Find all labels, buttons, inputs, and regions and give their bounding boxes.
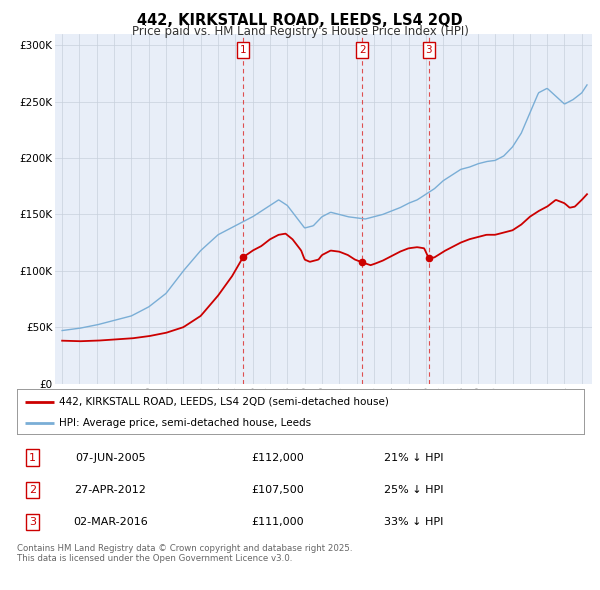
Text: 442, KIRKSTALL ROAD, LEEDS, LS4 2QD: 442, KIRKSTALL ROAD, LEEDS, LS4 2QD (137, 13, 463, 28)
Text: 07-JUN-2005: 07-JUN-2005 (75, 453, 146, 463)
Text: £112,000: £112,000 (251, 453, 304, 463)
Text: 2: 2 (359, 45, 365, 55)
Text: £111,000: £111,000 (251, 517, 304, 527)
Text: £107,500: £107,500 (251, 485, 304, 494)
Text: 27-APR-2012: 27-APR-2012 (74, 485, 146, 494)
Text: 25% ↓ HPI: 25% ↓ HPI (384, 485, 443, 494)
Text: 442, KIRKSTALL ROAD, LEEDS, LS4 2QD (semi-detached house): 442, KIRKSTALL ROAD, LEEDS, LS4 2QD (sem… (59, 397, 389, 407)
Text: 2: 2 (29, 485, 36, 494)
Text: 33% ↓ HPI: 33% ↓ HPI (384, 517, 443, 527)
Text: 1: 1 (29, 453, 36, 463)
Text: 1: 1 (239, 45, 246, 55)
Text: 02-MAR-2016: 02-MAR-2016 (73, 517, 148, 527)
Text: Contains HM Land Registry data © Crown copyright and database right 2025.
This d: Contains HM Land Registry data © Crown c… (17, 544, 352, 563)
Text: 21% ↓ HPI: 21% ↓ HPI (384, 453, 443, 463)
Text: HPI: Average price, semi-detached house, Leeds: HPI: Average price, semi-detached house,… (59, 418, 311, 428)
Text: Price paid vs. HM Land Registry's House Price Index (HPI): Price paid vs. HM Land Registry's House … (131, 25, 469, 38)
Text: 3: 3 (29, 517, 36, 527)
Text: 3: 3 (425, 45, 432, 55)
